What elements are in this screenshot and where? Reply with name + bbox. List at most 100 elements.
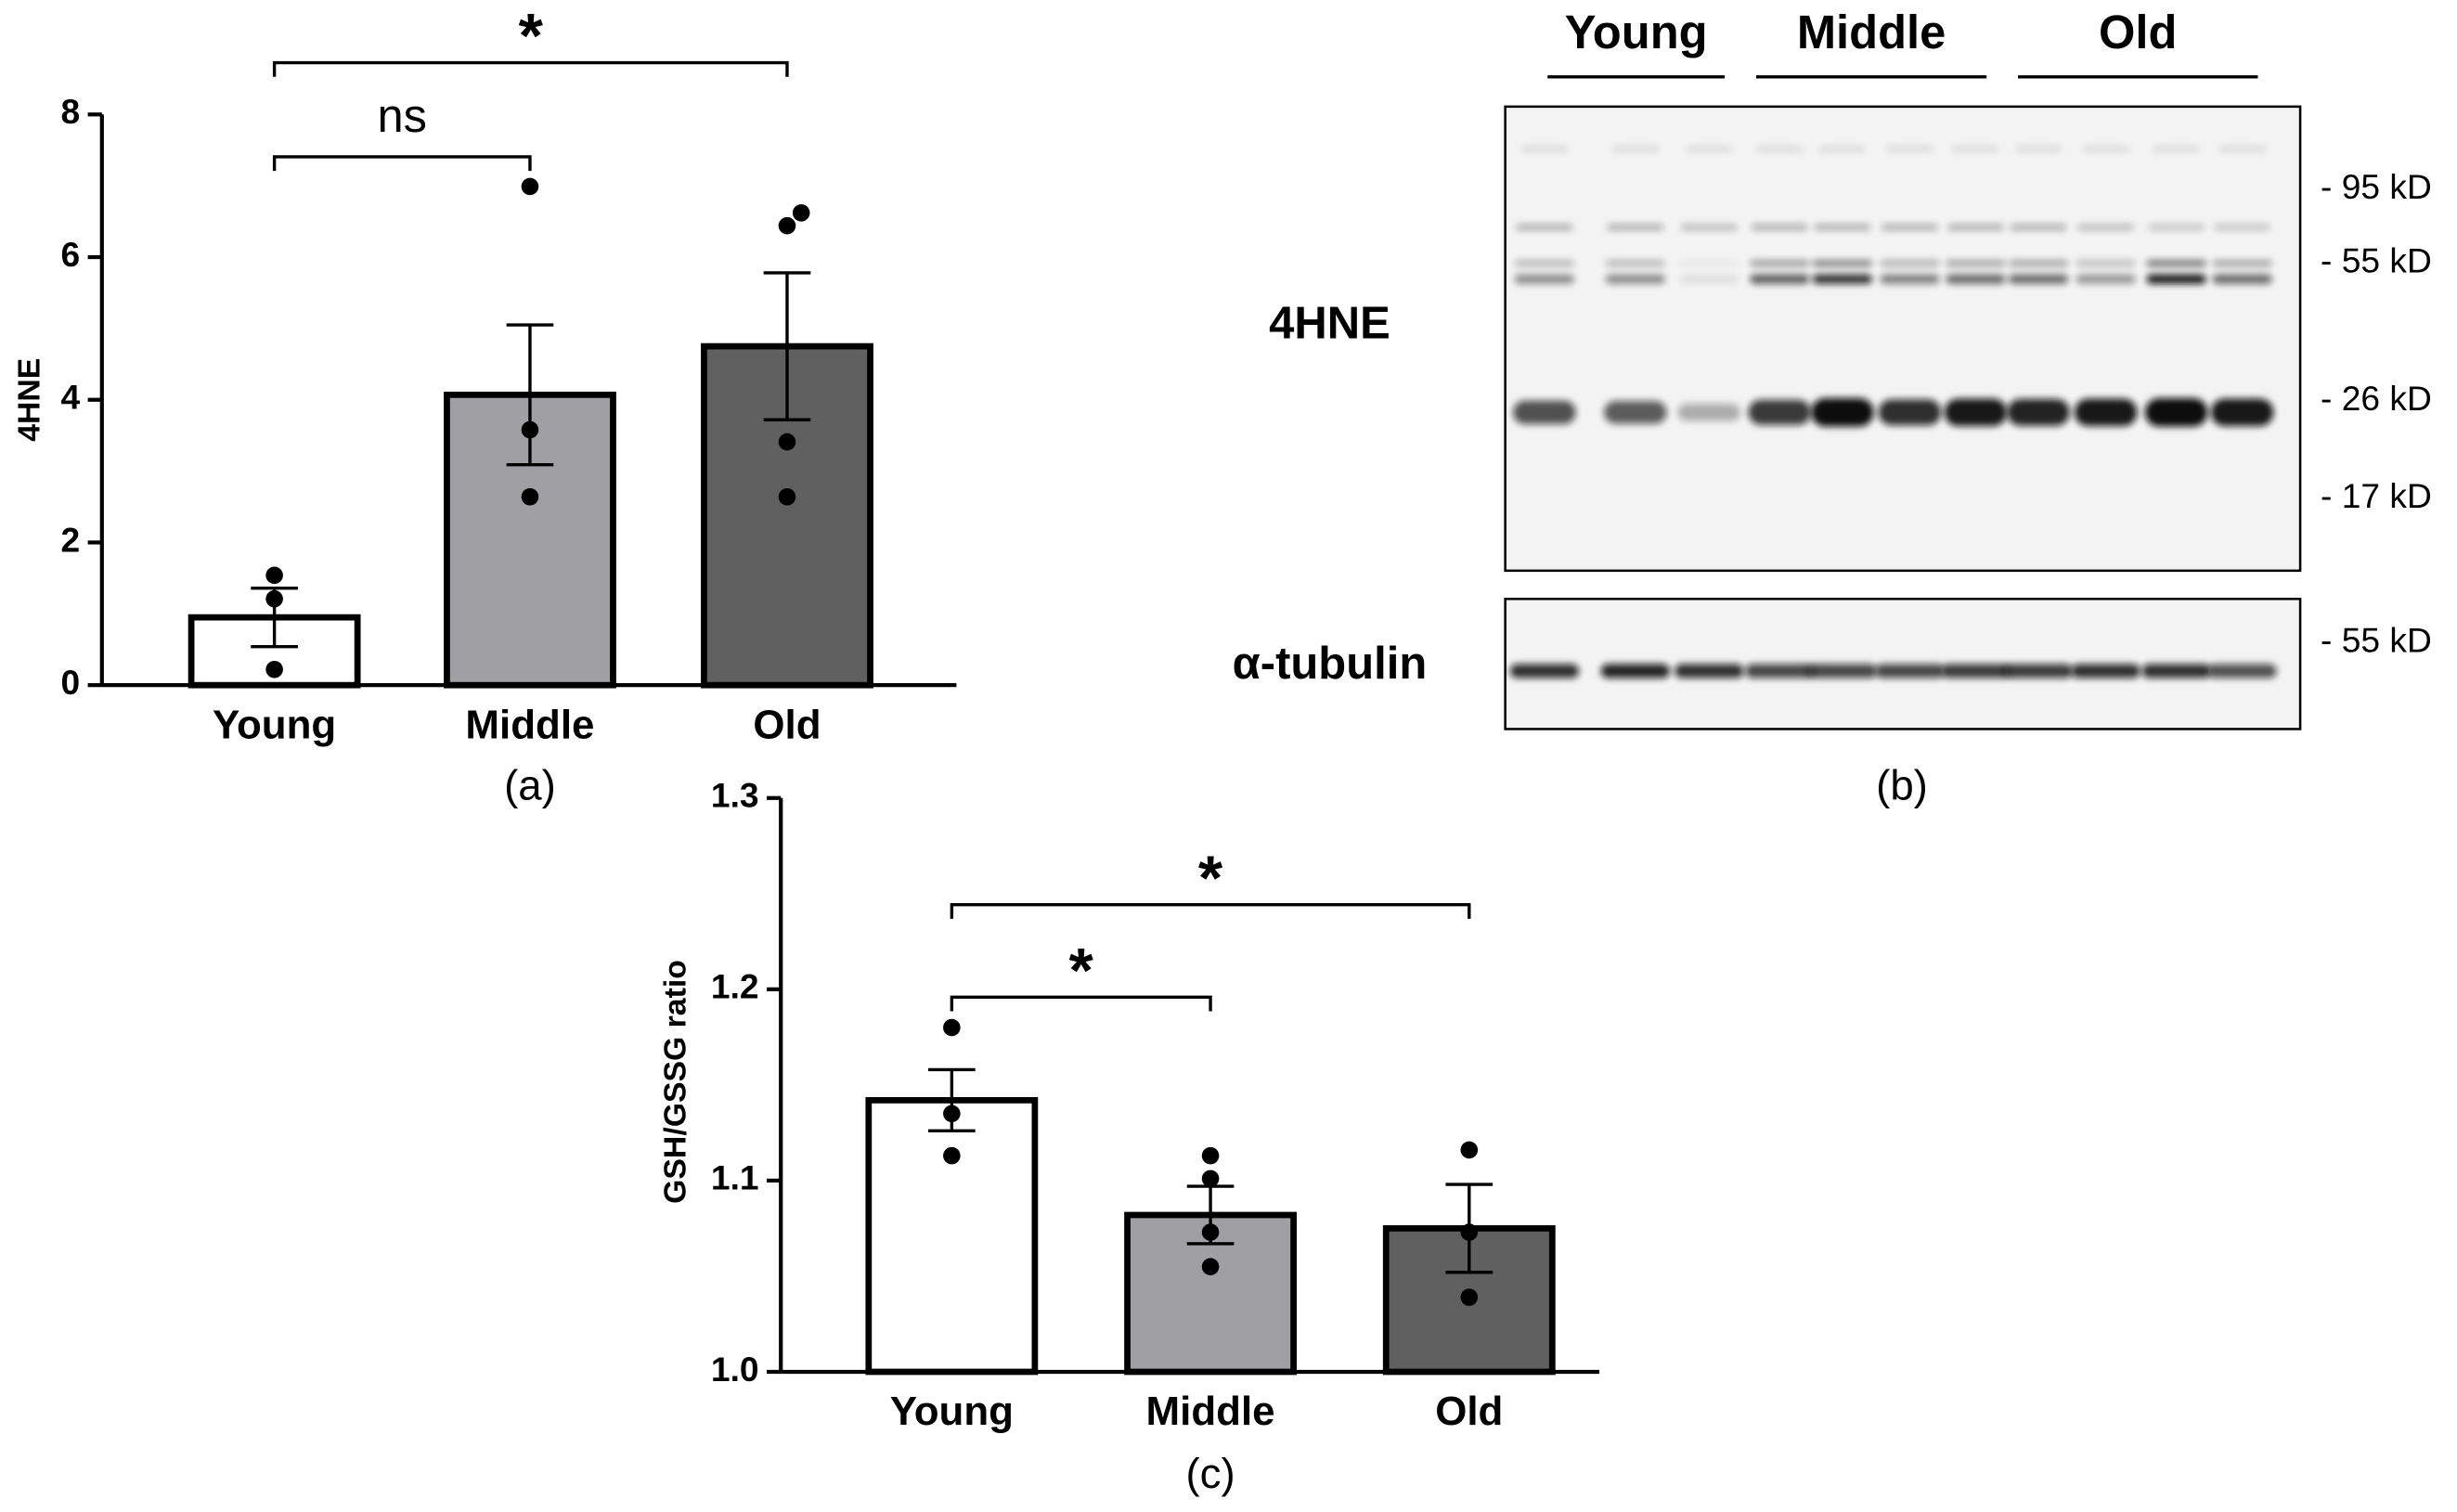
blot-band [2077, 224, 2135, 231]
blot-band [2010, 224, 2067, 231]
bar [865, 1096, 1039, 1376]
y-tick-label: 1.1 [711, 1158, 759, 1197]
y-tick-label: 0 [60, 663, 80, 702]
blot-band [1509, 664, 1580, 678]
data-point [778, 433, 796, 451]
blot-band [2003, 664, 2074, 678]
data-point [943, 1018, 961, 1037]
data-point [1201, 1146, 1220, 1165]
data-point [943, 1146, 961, 1165]
y-tick-label: 1.3 [711, 776, 759, 815]
blot-band [2153, 146, 2200, 152]
x-tick-label: Young [213, 702, 336, 747]
blot-band [2008, 274, 2069, 284]
blot-band [1607, 224, 1664, 231]
blot-band [1880, 274, 1940, 284]
lane-group-label: Middle [1797, 6, 1946, 58]
blot-band [2007, 398, 2070, 426]
y-tick-label: 6 [60, 235, 80, 274]
blot-label: α-tubulin [1233, 639, 1428, 689]
size-marker: - 26 kD [2321, 379, 2432, 418]
y-tick-label: 8 [60, 92, 80, 131]
blot-band [1807, 664, 1877, 678]
blot-label: 4HNE [1269, 298, 1390, 348]
blot-band [2210, 398, 2274, 427]
blot-band [2207, 664, 2277, 678]
y-tick-label: 4 [60, 378, 80, 417]
data-point [943, 1105, 961, 1123]
panel-label: (a) [504, 762, 556, 809]
blot-band [1882, 224, 1938, 231]
blot-band [1814, 224, 1871, 231]
blot-band [1811, 398, 1874, 427]
blot-band [1750, 260, 1810, 267]
y-axis-label: 4HNE [12, 358, 47, 442]
panel-label: (b) [1876, 762, 1928, 809]
x-tick-label: Middle [465, 702, 594, 747]
size-marker: - 55 kD [2321, 620, 2432, 659]
blot-band [2212, 274, 2272, 284]
blot-band [1679, 274, 1739, 284]
blot-band [2212, 260, 2272, 267]
blot-band [2218, 146, 2266, 152]
size-marker: - 55 kD [2321, 241, 2432, 280]
x-tick-label: Old [753, 702, 821, 747]
blot-band [1946, 260, 2006, 267]
blot-band [1886, 146, 1933, 152]
significance-label: ns [378, 89, 428, 142]
size-marker: - 17 kD [2321, 476, 2432, 515]
significance-bracket [950, 995, 1212, 1012]
blot-band [2076, 274, 2136, 284]
lane-group-label: Young [1565, 6, 1708, 58]
blot-band [2014, 146, 2063, 152]
blot-band [1513, 400, 1576, 424]
blot-band [2148, 224, 2205, 231]
blot-band [1745, 664, 1815, 678]
data-point [521, 487, 539, 506]
error-bar [506, 323, 554, 467]
y-axis-label: GSH/GSSG ratio [658, 960, 693, 1204]
blot-band [1880, 260, 1940, 267]
y-tick-label: 1.2 [711, 967, 759, 1006]
blot-band [2008, 260, 2069, 267]
blot-band [1516, 224, 1573, 231]
data-point [792, 204, 810, 222]
blot-band [1604, 400, 1667, 424]
blot-band [1946, 274, 2006, 284]
blot-band [1878, 399, 1942, 426]
data-point [1460, 1288, 1479, 1306]
x-tick-label: Young [890, 1389, 1014, 1434]
blot-band [1605, 274, 1665, 284]
blot-band [1941, 664, 2011, 678]
blot-band [2144, 398, 2208, 427]
blot-band [1755, 146, 1804, 152]
blot-frame [1504, 597, 2302, 730]
data-point [1201, 1223, 1220, 1241]
blot-band [2071, 664, 2140, 678]
data-point [778, 487, 796, 506]
blot-band [2146, 274, 2206, 284]
blot-band [1600, 664, 1671, 678]
data-point [265, 589, 283, 608]
blot-band [1750, 274, 1810, 284]
blot-band [1675, 664, 1744, 678]
data-point [1460, 1223, 1479, 1241]
blot-band [1818, 146, 1867, 152]
blot-band [1748, 399, 1812, 425]
data-point [265, 566, 283, 585]
blot-band [2141, 664, 2211, 678]
blot-band [1947, 224, 2004, 231]
data-point [1460, 1141, 1479, 1159]
significance-bracket [272, 60, 789, 77]
blot-band [1514, 274, 1574, 284]
blot-bands [1509, 146, 2277, 678]
data-point [1201, 1170, 1220, 1188]
blot-band [1751, 224, 1808, 231]
significance-label: * [519, 2, 544, 71]
data-point [1201, 1258, 1220, 1275]
size-marker: - 95 kD [2321, 167, 2432, 206]
significance-label: * [1198, 844, 1223, 913]
y-tick-label: 1.0 [711, 1350, 759, 1389]
blot-band [2076, 260, 2136, 267]
blot-band [2082, 146, 2129, 152]
